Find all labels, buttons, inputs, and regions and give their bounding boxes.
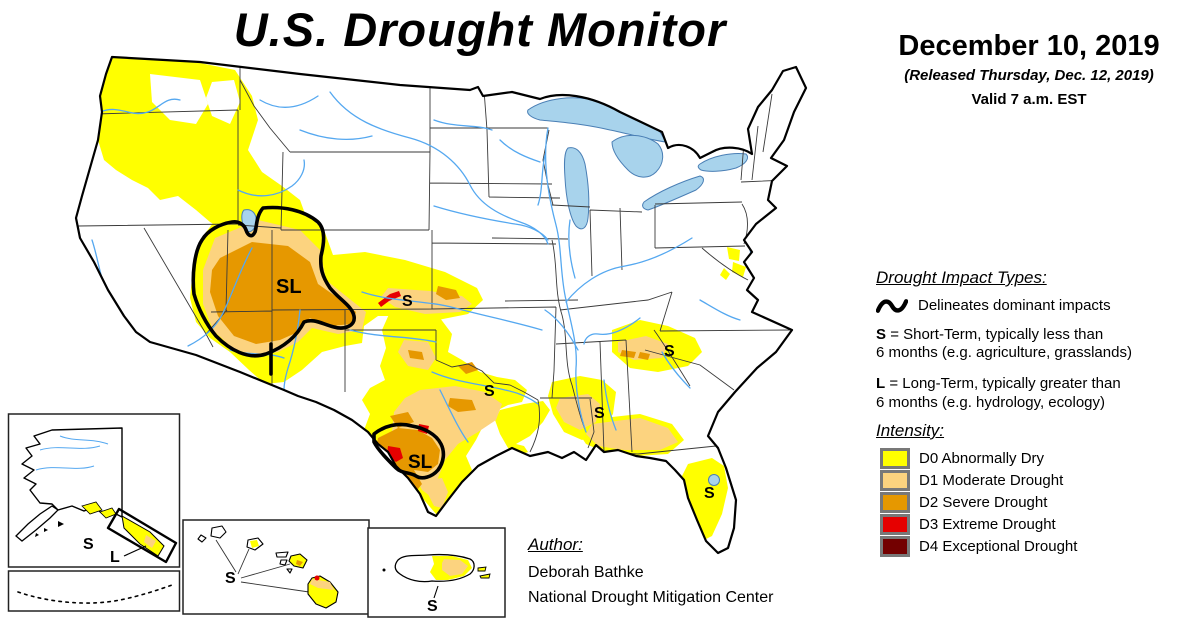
lake-michigan	[563, 147, 590, 230]
map-label-alaska-s: S	[83, 536, 94, 553]
state-borders	[77, 64, 791, 455]
lake-erie	[642, 175, 704, 211]
kahoolawe	[286, 568, 293, 574]
puerto-rico-s-pointer	[433, 585, 439, 599]
long-term-symbol: L	[876, 375, 886, 393]
hawaii-pointer-lines	[215, 539, 310, 593]
alaska-panhandle-d1	[144, 535, 156, 548]
squiggle-row: Delineates dominant impacts	[876, 296, 1198, 316]
d4-color-swatch	[880, 536, 910, 557]
short-term-definition: S = Short-Term, typically less than 6 mo…	[876, 326, 1198, 363]
map-label-mississippi-alabama: S	[594, 405, 605, 422]
long-term-line2: 6 months (e.g. hydrology, ecology)	[876, 393, 1106, 411]
short-term-symbol: S	[876, 325, 887, 343]
hawaii-inset: S	[182, 519, 370, 615]
impact-types-section: Drought Impact Types: Delineates dominan…	[876, 268, 1198, 425]
alaska-islands	[35, 521, 64, 537]
date-block: December 10, 2019 (Released Thursday, De…	[862, 28, 1196, 110]
legend-row-d4: D4 Exceptional Drought	[876, 536, 1198, 557]
kauai	[210, 525, 227, 539]
d0-color-swatch	[880, 448, 910, 469]
map-label-four-corners: SL	[276, 276, 302, 298]
lake-okeechobee	[708, 474, 720, 486]
squiggle-icon	[876, 298, 908, 313]
alaska-inset: S L	[7, 413, 181, 612]
lake-ontario	[697, 153, 749, 172]
valid-time: Valid 7 a.m. EST	[971, 91, 1087, 108]
map-label-alaska-l: L	[110, 549, 120, 566]
mona-island	[382, 568, 386, 572]
map-label-puerto-rico-s: S	[427, 598, 438, 615]
molokai	[275, 551, 289, 558]
impact-types-heading: Drought Impact Types:	[876, 268, 1047, 287]
d1-label: D1 Moderate Drought	[919, 472, 1064, 489]
vieques-culebra	[477, 566, 491, 579]
map-label-se-colorado: S	[402, 293, 413, 310]
short-term-line2: 6 months (e.g. agriculture, grasslands)	[876, 344, 1132, 362]
big-island-d3	[314, 575, 320, 581]
aleutian-islands	[17, 584, 173, 604]
niihau	[197, 534, 207, 543]
author-name: Deborah Bathke	[528, 564, 644, 582]
page-title: U.S. Drought Monitor	[233, 3, 727, 56]
author-heading: Author:	[528, 535, 583, 554]
d0-label: D0 Abnormally Dry	[919, 450, 1045, 467]
map-label-hawaii-s: S	[225, 570, 236, 587]
legend-row-d3: D3 Extreme Drought	[876, 514, 1198, 535]
map-label-south-texas: SL	[408, 452, 433, 473]
d4-label: D4 Exceptional Drought	[919, 538, 1078, 555]
puerto-rico-d1	[442, 559, 468, 576]
aleutians-inset-box	[7, 570, 181, 612]
d1-color-swatch	[880, 470, 910, 491]
alaska-peninsula	[15, 505, 60, 542]
legend-row-d1: D1 Moderate Drought	[876, 470, 1198, 491]
alaska-panhandle-impact-outline	[106, 507, 178, 564]
map-date: December 10, 2019	[898, 30, 1160, 62]
d2-label: D2 Severe Drought	[919, 494, 1048, 511]
author-organization: National Drought Mitigation Center	[528, 589, 774, 607]
oahu-d0	[250, 540, 259, 548]
lanai	[279, 559, 288, 566]
alaska-l-pointer	[123, 545, 147, 557]
long-term-line1: = Long-Term, typically greater than	[889, 375, 1121, 393]
short-term-line1: = Short-Term, typically less than	[890, 325, 1104, 343]
legend-row-d0: D0 Abnormally Dry	[876, 448, 1198, 469]
d3-label: D3 Extreme Drought	[919, 516, 1056, 533]
alaska-rivers	[35, 435, 109, 471]
long-term-definition: L = Long-Term, typically greater than 6 …	[876, 375, 1198, 412]
map-label-south-florida: S	[704, 485, 715, 502]
impact-outline-south-texas	[372, 422, 446, 480]
d3-color-swatch	[880, 514, 910, 535]
maui-d2	[296, 560, 303, 566]
d2-color-swatch	[880, 492, 910, 513]
lake-huron	[611, 135, 664, 178]
map-label-red-river-texas: S	[484, 383, 495, 400]
author-section: Author: Deborah Bathke National Drought …	[528, 532, 858, 611]
puerto-rico-inset: S	[367, 527, 506, 618]
map-label-georgia-carolina: S	[664, 343, 675, 360]
impact-outline-four-corners	[191, 205, 356, 358]
squiggle-label: Delineates dominant impacts	[918, 296, 1111, 314]
legend-rows: D0 Abnormally Dry D1 Moderate Drought D2…	[876, 448, 1198, 557]
release-date: (Released Thursday, Dec. 12, 2019)	[904, 67, 1154, 85]
big-island-d1	[310, 579, 334, 590]
intensity-legend: Intensity: D0 Abnormally Dry D1 Moderate…	[876, 421, 1198, 558]
intensity-heading: Intensity:	[876, 421, 945, 440]
impact-outlines	[191, 205, 446, 480]
legend-row-d2: D2 Severe Drought	[876, 492, 1198, 513]
lakes	[241, 97, 749, 486]
